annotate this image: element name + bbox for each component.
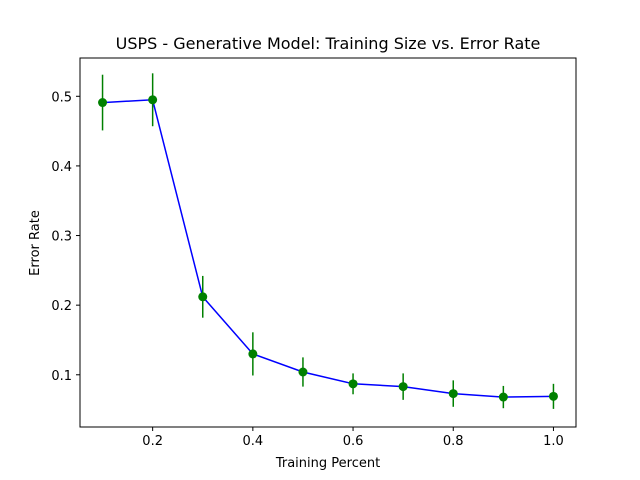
chart-title: USPS - Generative Model: Training Size v… (116, 34, 541, 53)
y-tick-label: 0.3 (51, 230, 72, 245)
y-tick-label: 0.5 (51, 90, 72, 105)
y-tick-label: 0.2 (51, 299, 72, 314)
x-tick-label: 0.4 (243, 434, 264, 449)
plot-area: 0.2 0.4 0.6 0.8 1.0 0.1 0.2 0.3 0.4 0.5 (51, 57, 577, 449)
x-axis-label: Training Percent (275, 456, 380, 471)
x-tick-label: 0.6 (343, 434, 364, 449)
data-point (348, 379, 358, 389)
series-line (102, 99, 554, 398)
plot-frame (79, 57, 577, 428)
data-point (248, 349, 258, 359)
data-point (98, 98, 108, 108)
y-tick-label: 0.1 (51, 369, 72, 384)
data-point (448, 389, 458, 399)
x-tick-label: 0.2 (142, 434, 163, 449)
x-tick-label: 1.0 (543, 434, 564, 449)
data-point (298, 367, 308, 377)
y-tick-label: 0.4 (51, 160, 72, 175)
y-axis-label: Error Rate (28, 210, 43, 276)
data-point (498, 392, 508, 402)
x-tick-label: 0.8 (443, 434, 464, 449)
data-point (548, 391, 558, 401)
data-point (398, 382, 408, 392)
data-point (198, 292, 208, 302)
data-point (148, 95, 158, 105)
